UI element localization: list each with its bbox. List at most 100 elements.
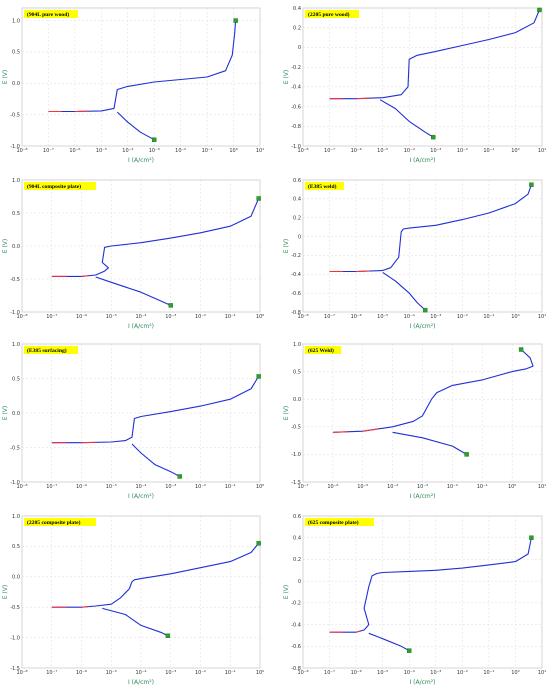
chart-title: (2205 pure wood) (308, 11, 350, 18)
y-tick-label: -0.5 (10, 112, 20, 118)
x-tick-label: 10⁻⁶ (76, 314, 87, 320)
x-axis-label: I (A/cm²) (128, 157, 154, 164)
endpoint-marker (177, 474, 182, 479)
x-tick-label: 10⁻⁸ (297, 314, 308, 320)
endpoint-marker (529, 182, 534, 187)
x-tick-label: 10⁻⁵ (106, 670, 117, 676)
x-tick-label: 10⁻³ (430, 670, 441, 676)
cathodic-branch-line (102, 607, 169, 637)
y-axis-label: E (V) (283, 70, 290, 84)
y-tick-label: -1.5 (10, 666, 20, 672)
x-axis-label: I (A/cm²) (128, 493, 154, 500)
x-tick-label: 10⁻⁵ (96, 148, 107, 154)
red-segment-mark (355, 630, 361, 633)
polarization-chart-904l-pure-wood: 10⁻⁸ 10⁻⁷ 10⁻⁶ 10⁻⁵ 10⁻⁴ 10⁻³ 10⁻² 10⁻¹ 10⁰ 10¹ 1.… (0, 0, 268, 166)
x-tick-label: 10⁻³ (430, 314, 441, 320)
y-axis-label: E (V) (2, 585, 9, 599)
polarization-chart-625-composite-plate: 10⁻⁸ 10⁻⁷ 10⁻⁶ 10⁻⁵ 10⁻⁴ 10⁻³ 10⁻² 10⁻¹ 10⁰ 10¹ 0.… (281, 508, 550, 688)
x-tick-label: 10¹ (538, 148, 546, 154)
endpoint-marker (431, 134, 436, 140)
anodic-branch-line (51, 198, 260, 277)
chart-title: (2205 composite plate) (27, 519, 81, 526)
chart-title: (625 composite plate) (308, 519, 359, 526)
x-tick-label: 10¹ (538, 314, 546, 320)
y-tick-label: 0.2 (293, 216, 301, 222)
y-tick-label: -0.2 (291, 253, 301, 259)
x-tick-label: 10⁻⁷ (297, 484, 308, 490)
x-tick-label: 10⁰ (511, 314, 519, 320)
plot-frame (21, 7, 261, 147)
x-tick-label: 10⁰ (229, 148, 237, 154)
x-tick-label: 10⁻¹ (225, 314, 236, 320)
red-segment-mark (81, 275, 89, 277)
title-highlight (305, 10, 359, 18)
y-tick-label: -1.0 (10, 635, 20, 641)
red-segment-mark (81, 606, 89, 608)
cathodic-branch-line (131, 443, 180, 477)
y-tick-label: 0.4 (293, 6, 301, 12)
y-tick-label: 0.0 (12, 411, 20, 417)
x-tick-label: 10⁻⁸ (16, 148, 27, 154)
y-tick-label: -1.0 (291, 144, 301, 150)
x-tick-label: 10⁻⁴ (122, 148, 133, 154)
x-tick-label: 10⁻¹ (477, 484, 488, 490)
x-tick-label: 10⁻⁶ (327, 484, 338, 490)
endpoint-marker (464, 452, 469, 457)
cathodic-branch-line (392, 431, 467, 455)
x-tick-label: 10⁻⁶ (69, 148, 80, 154)
x-axis-label: I (A/cm²) (409, 323, 435, 330)
plot-frame (302, 515, 543, 669)
endpoint-marker (256, 374, 261, 379)
endpoint-marker (165, 633, 171, 638)
x-tick-label: 10⁻⁵ (357, 484, 368, 490)
endpoint-marker (168, 303, 173, 308)
y-tick-label: 0 (298, 234, 301, 240)
chart-title: (904L composite plate) (27, 183, 81, 190)
endpoint-marker (537, 7, 542, 13)
x-axis-label: I (A/cm²) (409, 679, 435, 686)
endpoint-marker (233, 18, 238, 23)
y-tick-label: -0.4 (291, 622, 301, 628)
x-tick-label: 10⁰ (256, 670, 264, 676)
y-axis-label: E (V) (283, 239, 290, 253)
chart-svg: 10⁻⁷ 10⁻⁶ 10⁻⁵ 10⁻⁴ 10⁻³ 10⁻² 10⁻¹ 10⁰ 10¹ 1.0 0.5… (283, 342, 546, 500)
anodic-branch-line (329, 537, 532, 633)
polarization-chart-625-weld: 10⁻⁷ 10⁻⁶ 10⁻⁵ 10⁻⁴ 10⁻³ 10⁻² 10⁻¹ 10⁰ 10¹ 1.0 0.5… (281, 336, 550, 502)
y-axis-label: E (V) (283, 406, 290, 420)
title-highlight (24, 346, 78, 354)
x-tick-label: 10⁻³ (417, 484, 428, 490)
x-tick-label: 10⁻⁶ (76, 670, 87, 676)
anodic-branch-line (51, 376, 260, 444)
chart-svg: 10⁻⁸ 10⁻⁷ 10⁻⁶ 10⁻⁵ 10⁻⁴ 10⁻³ 10⁻² 10⁻¹ 10⁰ 1.0 0.… (2, 342, 264, 500)
x-tick-label: 10⁻² (457, 148, 468, 154)
y-tick-label: 1.0 (12, 342, 20, 348)
y-tick-label: 0 (298, 45, 301, 51)
title-highlight (24, 10, 78, 18)
title-highlight (305, 182, 344, 190)
chart-svg: 10⁻⁸ 10⁻⁷ 10⁻⁶ 10⁻⁵ 10⁻⁴ 10⁻³ 10⁻² 10⁻¹ 10⁰ 10¹ 0.… (283, 514, 546, 686)
x-tick-label: 10⁻² (447, 484, 458, 490)
polarization-chart-904l-composite-plate: 10⁻⁸ 10⁻⁷ 10⁻⁶ 10⁻⁵ 10⁻⁴ 10⁻³ 10⁻² 10⁻¹ 10⁰ 1.0 0.… (0, 172, 268, 332)
x-tick-label: 10⁰ (508, 484, 516, 490)
y-tick-label: 0.6 (293, 514, 301, 520)
chart-svg: 10⁻⁸ 10⁻⁷ 10⁻⁶ 10⁻⁵ 10⁻⁴ 10⁻³ 10⁻² 10⁻¹ 10⁰ 1.0 0.… (2, 514, 264, 686)
y-tick-label: 0.5 (12, 50, 20, 56)
cathodic-branch-line (368, 632, 410, 652)
x-tick-label: 10¹ (538, 484, 546, 490)
x-tick-label: 10⁻⁷ (324, 314, 335, 320)
anodic-branch-line (332, 349, 534, 433)
x-tick-label: 10⁻¹ (483, 314, 494, 320)
chart-title: (625 Weld) (308, 347, 334, 354)
x-tick-label: 10⁻³ (430, 148, 441, 154)
y-tick-label: -0.5 (10, 605, 20, 611)
x-tick-label: 10⁻⁶ (351, 314, 362, 320)
title-highlight (24, 182, 96, 190)
polarization-chart-2205-composite-plate: 10⁻⁸ 10⁻⁷ 10⁻⁶ 10⁻⁵ 10⁻⁴ 10⁻³ 10⁻² 10⁻¹ 10⁰ 1.0 0.… (0, 508, 268, 688)
x-tick-label: 10⁻¹ (225, 484, 236, 490)
polarization-chart-e385-surfacing: 10⁻⁸ 10⁻⁷ 10⁻⁶ 10⁻⁵ 10⁻⁴ 10⁻³ 10⁻² 10⁻¹ 10⁰ 1.0 0.… (0, 336, 268, 502)
x-tick-label: 10⁻⁴ (404, 314, 415, 320)
x-tick-label: 10⁻³ (165, 314, 176, 320)
x-tick-label: 10⁻⁶ (76, 484, 87, 490)
x-tick-label: 10⁻³ (165, 484, 176, 490)
x-tick-label: 10⁻³ (165, 670, 176, 676)
